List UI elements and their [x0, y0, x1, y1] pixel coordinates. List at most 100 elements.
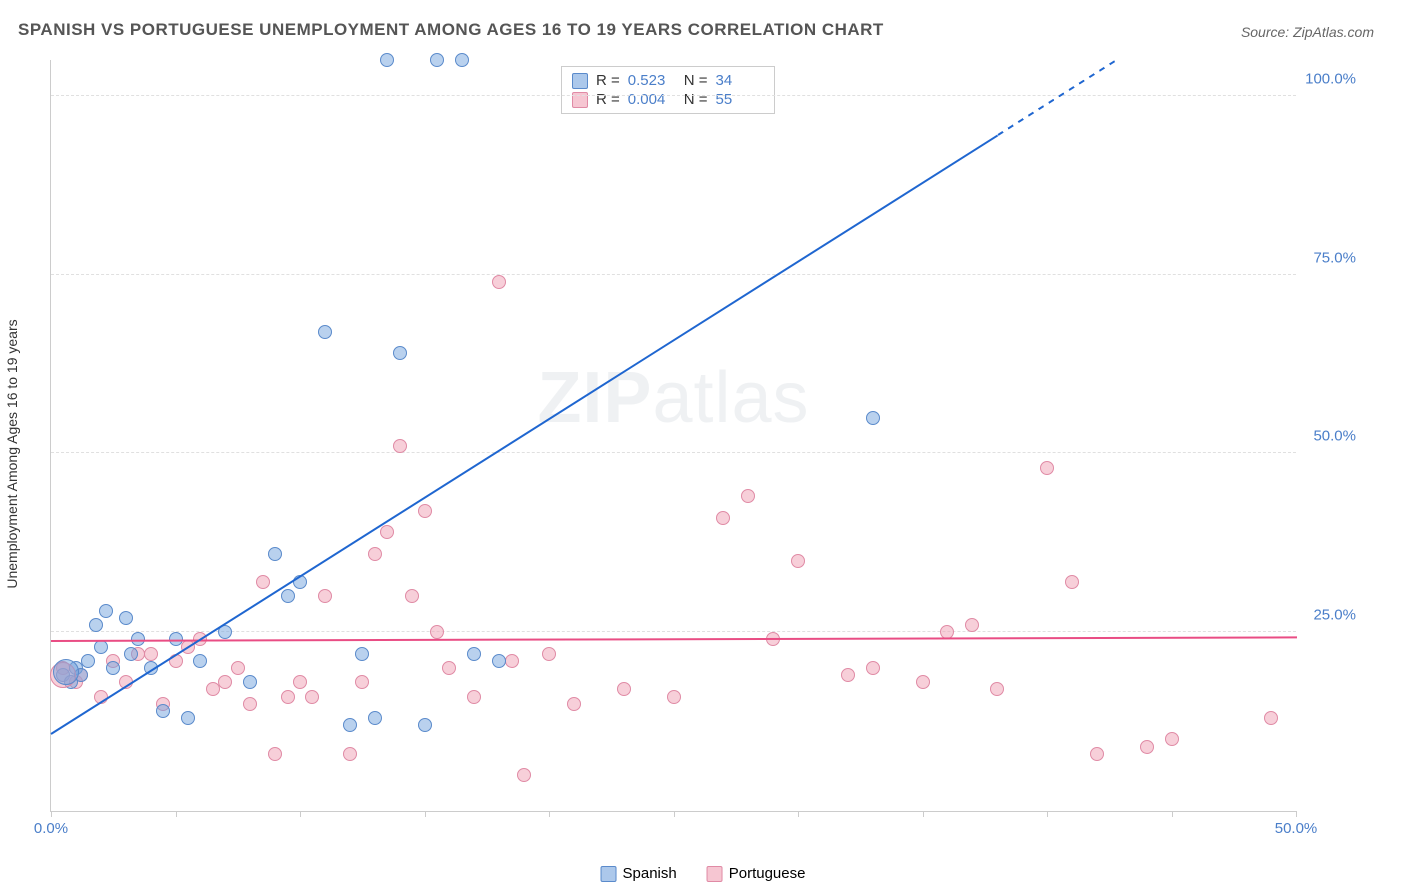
x-tick-label: 50.0% [1275, 820, 1318, 837]
legend-stats-row-portuguese: R = 0.004 N = 55 [572, 90, 764, 109]
data-point [1140, 740, 1154, 754]
data-point [741, 489, 755, 503]
data-point [418, 718, 432, 732]
data-point [368, 711, 382, 725]
data-point [268, 547, 282, 561]
x-tick [549, 811, 550, 817]
data-point [318, 589, 332, 603]
data-point [430, 625, 444, 639]
data-point [1090, 747, 1104, 761]
data-point [181, 711, 195, 725]
gridline [51, 631, 1296, 632]
data-point [81, 654, 95, 668]
trend-line [50, 135, 998, 735]
data-point [193, 654, 207, 668]
data-point [965, 618, 979, 632]
legend-series: Spanish Portuguese [601, 865, 806, 882]
data-point [1040, 461, 1054, 475]
data-point [368, 547, 382, 561]
data-point [355, 675, 369, 689]
x-tick [300, 811, 301, 817]
gridline [51, 274, 1296, 275]
y-tick-label: 75.0% [1313, 249, 1356, 266]
data-point [318, 325, 332, 339]
legend-stats-box: R = 0.523 N = 34 R = 0.004 N = 55 [561, 66, 775, 114]
stat-r-portuguese: 0.004 [628, 91, 676, 108]
data-point [467, 690, 481, 704]
y-axis-label: Unemployment Among Ages 16 to 19 years [4, 319, 20, 588]
gridline [51, 95, 1296, 96]
data-point [99, 604, 113, 618]
trend-line [997, 60, 1116, 136]
data-point [567, 697, 581, 711]
data-point [281, 589, 295, 603]
x-tick [176, 811, 177, 817]
data-point [866, 411, 880, 425]
x-tick [923, 811, 924, 817]
data-point [617, 682, 631, 696]
x-tick [1047, 811, 1048, 817]
x-tick [51, 811, 52, 817]
chart-title: SPANISH VS PORTUGUESE UNEMPLOYMENT AMONG… [18, 20, 884, 40]
data-point [791, 554, 805, 568]
x-tick [798, 811, 799, 817]
y-tick-label: 50.0% [1313, 428, 1356, 445]
plot-area: ZIPatlas R = 0.523 N = 34 R = 0.004 N = … [50, 60, 1296, 812]
data-point [467, 647, 481, 661]
data-point [231, 661, 245, 675]
swatch-blue-icon [601, 866, 617, 882]
data-point [455, 53, 469, 67]
data-point [106, 661, 120, 675]
data-point [1264, 711, 1278, 725]
data-point [430, 53, 444, 67]
legend-label-spanish: Spanish [623, 865, 677, 882]
data-point [119, 611, 133, 625]
data-point [866, 661, 880, 675]
swatch-pink-icon [707, 866, 723, 882]
gridline [51, 452, 1296, 453]
stat-label-n: N = [684, 91, 708, 108]
legend-label-portuguese: Portuguese [729, 865, 806, 882]
data-point [492, 654, 506, 668]
data-point [418, 504, 432, 518]
data-point [492, 275, 506, 289]
stat-r-spanish: 0.523 [628, 72, 676, 89]
stat-label-n: N = [684, 72, 708, 89]
data-point [156, 704, 170, 718]
data-point [442, 661, 456, 675]
data-point [841, 668, 855, 682]
data-point [243, 675, 257, 689]
data-point [305, 690, 319, 704]
trend-line [51, 637, 1297, 643]
data-point [268, 747, 282, 761]
data-point [542, 647, 556, 661]
data-point [293, 675, 307, 689]
stat-n-spanish: 34 [716, 72, 764, 89]
swatch-blue-icon [572, 73, 588, 89]
chart-container: ZIPatlas R = 0.523 N = 34 R = 0.004 N = … [50, 60, 1366, 842]
legend-item-portuguese: Portuguese [707, 865, 806, 882]
data-point [916, 675, 930, 689]
legend-stats-row-spanish: R = 0.523 N = 34 [572, 71, 764, 90]
data-point [380, 53, 394, 67]
legend-item-spanish: Spanish [601, 865, 677, 882]
data-point [124, 647, 138, 661]
data-point [89, 618, 103, 632]
y-tick-label: 25.0% [1313, 607, 1356, 624]
data-point [380, 525, 394, 539]
data-point [243, 697, 257, 711]
data-point [1065, 575, 1079, 589]
x-tick [425, 811, 426, 817]
x-tick-label: 0.0% [34, 820, 68, 837]
data-point-cluster [53, 659, 79, 685]
data-point [393, 346, 407, 360]
data-point [990, 682, 1004, 696]
data-point [144, 647, 158, 661]
x-tick [1172, 811, 1173, 817]
data-point [716, 511, 730, 525]
x-tick [1296, 811, 1297, 817]
x-tick [674, 811, 675, 817]
stat-label-r: R = [596, 91, 620, 108]
data-point [355, 647, 369, 661]
data-point [393, 439, 407, 453]
